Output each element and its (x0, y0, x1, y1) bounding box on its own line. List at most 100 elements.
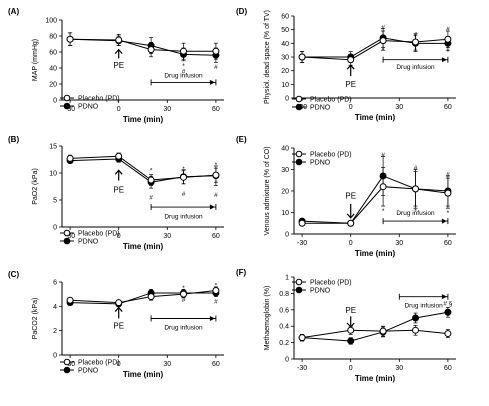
y-tick-label: 15 (49, 144, 57, 151)
x-tick-label: 0 (117, 106, 121, 113)
significance-mark: * (215, 162, 218, 169)
y-tick-label: 10 (49, 171, 57, 178)
x-axis-label: Time (min) (355, 374, 396, 383)
data-point-placebo (180, 47, 187, 55)
y-axis-label: PaCO2 (kPa) (32, 298, 39, 340)
legend-label-pdno: PDNO (310, 105, 331, 112)
infusion-label: Drug infusion (396, 210, 435, 217)
legend-label-placebo: Placebo (PD) (78, 231, 120, 238)
legend-marker-pdno (63, 102, 71, 110)
significance-mark: * (182, 285, 185, 292)
panel-label: (E) (236, 135, 247, 144)
infusion-bar-arrowhead (209, 204, 215, 210)
significance-mark: # (414, 31, 418, 38)
x-tick-label: 0 (349, 104, 353, 111)
significance-mark: # (149, 194, 153, 201)
data-point-placebo (379, 183, 387, 191)
y-tick-label: 30 (281, 167, 289, 174)
significance-mark: # (214, 192, 218, 199)
data-point-placebo (347, 326, 355, 334)
significance-mark: # (446, 26, 450, 33)
y-tick-label: 0 (53, 98, 57, 105)
legend-marker-placebo (295, 95, 303, 103)
infusion-label: Drug infusion (404, 302, 443, 309)
y-tick-label: 0 (53, 225, 57, 232)
data-point-placebo (444, 330, 452, 338)
data-point-placebo (298, 334, 306, 342)
infusion-bar-arrowhead (209, 79, 215, 85)
data-point-placebo (180, 173, 187, 181)
y-tick-label: 80 (49, 34, 57, 41)
y-tick-label: 0 (285, 232, 289, 239)
x-tick-label: -30 (65, 361, 75, 368)
significance-mark: * (414, 48, 417, 55)
data-point-placebo (444, 35, 452, 43)
y-tick-label: 6 (53, 280, 57, 287)
significance-mark: # § (443, 301, 452, 308)
significance-mark: # (214, 298, 218, 305)
legend-label-pdno: PDNO (78, 239, 99, 246)
panel-f: (F) 0 0.2 0.4 0.6 0.8 1 -30 0 30 60 Time (min) Metha… (236, 268, 456, 383)
x-axis-label: Time (min) (355, 113, 396, 122)
data-point-placebo (147, 176, 155, 184)
significance-mark: * (414, 208, 417, 215)
y-axis-label: Physiol. dead space (% of TV) (264, 10, 271, 104)
legend-label-pdno: PDNO (310, 288, 331, 295)
pe-label: PE (113, 322, 124, 331)
legend-marker-placebo (295, 278, 303, 286)
significance-mark: # (381, 24, 385, 31)
data-point-pdno (412, 314, 419, 322)
data-point-placebo (115, 36, 123, 44)
infusion-bar-arrowhead (209, 316, 215, 321)
x-axis-label: Time (min) (123, 242, 164, 251)
x-tick-label: 60 (212, 361, 220, 368)
panel-a: (A) 0 20 40 60 80 100 -30 0 30 60 Time (min) MAP (mm… (8, 7, 224, 124)
significance-mark: # (182, 191, 186, 198)
series-placebo (298, 325, 452, 342)
significance-mark: # (414, 165, 418, 172)
pe-label: PE (345, 306, 356, 315)
legend-label-placebo: Placebo (PD) (78, 360, 120, 367)
panel-label: (B) (8, 135, 19, 144)
series-line (70, 290, 216, 304)
y-tick-label: 0 (53, 353, 57, 360)
data-point-placebo (347, 219, 355, 227)
data-point-placebo (212, 287, 220, 295)
pe-arrowhead (114, 169, 123, 175)
y-tick-label: 0.4 (279, 324, 289, 331)
x-tick-label: -30 (297, 365, 307, 372)
significance-mark: # (446, 171, 450, 178)
series-line (302, 311, 448, 342)
x-tick-label: 0 (117, 361, 121, 368)
pe-label: PE (345, 192, 356, 201)
data-point-placebo (298, 219, 306, 227)
y-tick-label: 0.2 (279, 340, 289, 347)
y-tick-label: 1 (285, 275, 289, 282)
significance-mark: * (182, 166, 185, 173)
y-tick-label: 0 (285, 96, 289, 103)
pe-label: PE (113, 61, 124, 70)
series-line (70, 38, 216, 52)
y-axis-label: Venous admixture (% of CO) (264, 146, 271, 235)
legend-marker-placebo (63, 229, 71, 237)
significance-mark: # (381, 152, 385, 159)
y-tick-label: 0.6 (279, 307, 289, 314)
legend-marker-pdno (295, 103, 303, 111)
y-tick-label: 5 (53, 198, 57, 205)
legend-marker-placebo (63, 358, 71, 366)
data-point-placebo (379, 327, 387, 335)
x-tick-label: 30 (395, 104, 403, 111)
y-tick-label: 50 (281, 27, 289, 34)
x-tick-label: -30 (65, 233, 75, 240)
significance-mark: * (382, 208, 385, 215)
infusion-label: Drug infusion (164, 325, 203, 332)
data-point-placebo (147, 293, 155, 301)
infusion-label: Drug infusion (396, 64, 435, 71)
x-tick-label: 60 (444, 365, 452, 372)
y-tick-label: 40 (281, 146, 289, 153)
data-point-placebo (66, 35, 74, 43)
y-tick-label: 0.8 (279, 291, 289, 298)
x-tick-label: 60 (212, 233, 220, 240)
